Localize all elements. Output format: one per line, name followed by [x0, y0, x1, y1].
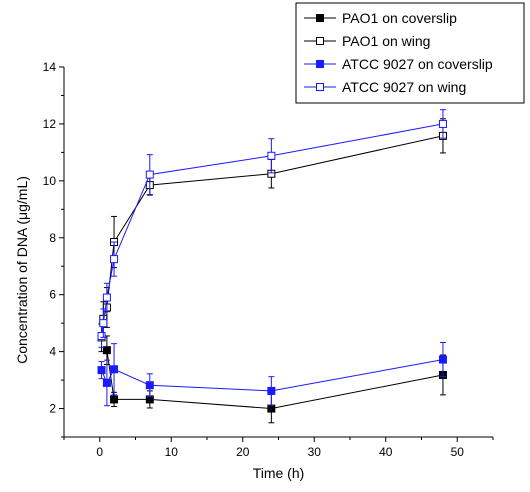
data-point: [267, 404, 276, 413]
legend-marker: [316, 83, 324, 91]
legend-marker: [316, 60, 324, 68]
legend-label: PAO1 on wing: [342, 33, 430, 49]
x-tick-label: 30: [308, 445, 322, 459]
data-point: [97, 366, 106, 375]
x-tick-label: 20: [236, 445, 250, 459]
data-point: [145, 381, 154, 390]
legend: PAO1 on coverslip PAO1 on wing ATCC 9027 o…: [295, 2, 525, 104]
y-tick-label: 10: [43, 174, 57, 188]
legend-label: PAO1 on coverslip: [342, 10, 457, 26]
series-line: [106, 350, 444, 410]
legend-box: [295, 2, 525, 104]
data-point: [97, 331, 106, 340]
data-point: [110, 395, 119, 404]
data-point: [99, 319, 108, 328]
legend-item: ATCC 9027 on wing: [304, 79, 466, 95]
y-tick-label: 4: [49, 345, 56, 359]
data-point: [110, 255, 119, 264]
series-3: [97, 109, 447, 348]
y-tick-label: 6: [49, 288, 56, 302]
y-tick-label: 12: [43, 117, 57, 131]
data-point: [438, 355, 447, 364]
legend-marker: [316, 14, 324, 22]
plot-frame: [63, 67, 493, 438]
data-point: [102, 378, 111, 387]
x-tick-label: 40: [379, 445, 393, 459]
data-point: [102, 293, 111, 302]
legend-item: ATCC 9027 on coverslip: [304, 56, 493, 72]
data-point: [110, 365, 119, 374]
x-axis-label: Time (h): [253, 465, 305, 481]
legend-label: ATCC 9027 on wing: [342, 79, 466, 95]
series-2: [97, 342, 447, 407]
series-layer: [97, 109, 447, 424]
y-tick-label: 2: [49, 402, 56, 416]
x-tick-label: 10: [165, 445, 179, 459]
legend-marker: [316, 37, 324, 45]
series-line: [101, 135, 444, 338]
x-tick-label: 0: [96, 445, 103, 459]
legend-item: PAO1 on wing: [304, 33, 430, 49]
y-tick-label: 8: [49, 231, 56, 245]
data-point: [438, 119, 447, 128]
y-tick-label: 14: [43, 60, 57, 74]
ticks: 0 10 20 30 40 50 2 4 6 8 10 12 14: [43, 60, 494, 459]
y-axis-label: Concentration of DNA (μg/mL): [14, 176, 30, 364]
series-0: [102, 335, 447, 424]
data-point: [267, 151, 276, 160]
legend-label: ATCC 9027 on coverslip: [342, 56, 493, 72]
data-point: [145, 170, 154, 179]
legend-item: PAO1 on coverslip: [304, 10, 457, 26]
x-tick-label: 50: [451, 445, 465, 459]
data-point: [102, 346, 111, 355]
data-point: [267, 386, 276, 395]
